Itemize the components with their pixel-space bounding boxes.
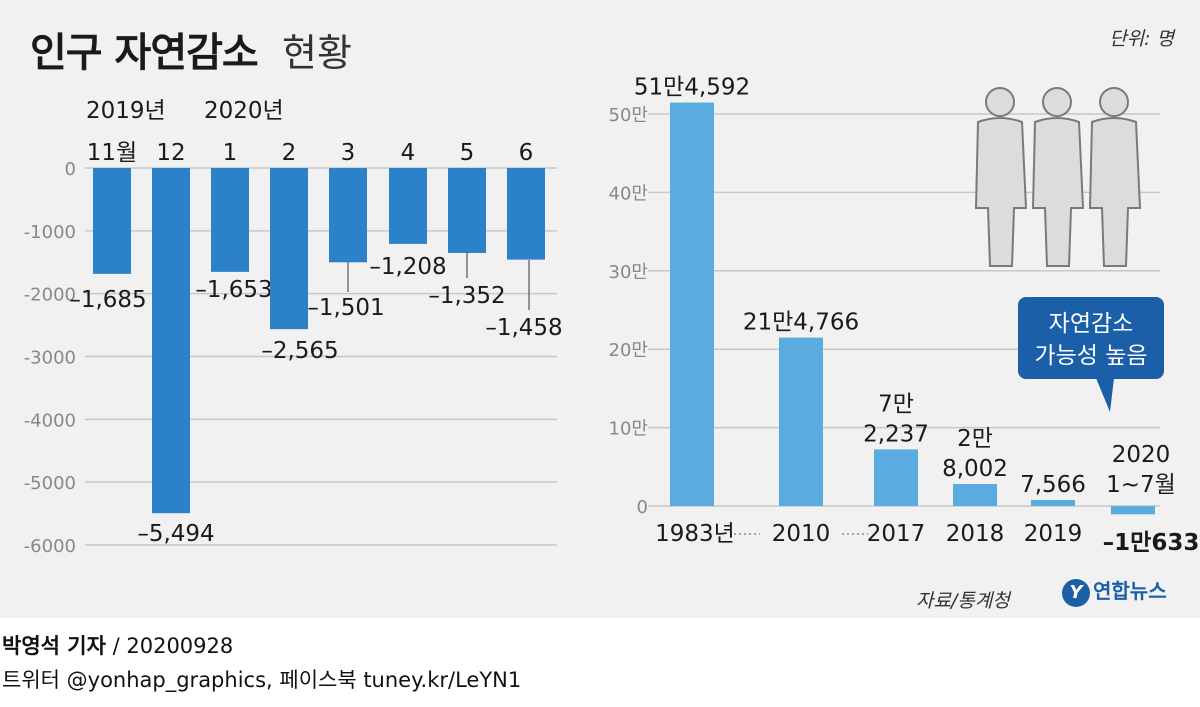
y-tick-label: -5000: [24, 473, 76, 494]
value-label: –1,653: [195, 277, 272, 303]
value-label: –1,352: [428, 283, 505, 309]
bar: [93, 168, 131, 274]
bar: [389, 168, 427, 244]
year-label: 2019년: [86, 98, 166, 124]
person-icon: [1088, 87, 1142, 267]
year-label: 2020년: [204, 98, 284, 124]
x-tick-label: 2018: [946, 521, 1005, 547]
value-label: 2만: [957, 426, 993, 452]
publish-date: 20200928: [126, 634, 234, 658]
bar: [211, 168, 249, 272]
person-icon: [1031, 87, 1085, 267]
bar: [670, 102, 714, 506]
value-label: 51만4,592: [634, 75, 750, 101]
y-tick-label: 0: [65, 159, 76, 180]
x-tick-label: 2017: [867, 521, 926, 547]
value-label: 21만4,766: [743, 310, 859, 336]
page-subtitle: 현황: [282, 31, 352, 75]
y-tick-label: -2000: [24, 285, 76, 306]
value-label: 7만: [878, 391, 914, 417]
yonhap-logo: Y 연합뉴스: [1062, 575, 1167, 607]
bar: [874, 449, 918, 506]
value-label: –5,494: [137, 521, 214, 547]
value-label: 2,237: [863, 421, 929, 447]
bar: [953, 484, 997, 506]
right-chart: 0 10만 20만 30만 40만 50만 51만4,592 1983년 21만4,766 201…: [609, 75, 1200, 556]
value-label: –1,685: [69, 287, 146, 313]
y-tick-label: 0: [637, 497, 648, 518]
bar: [1111, 506, 1155, 515]
callout-bubble: 자연감소 가능성 높음: [1018, 297, 1164, 412]
x-tick-label: 1983년: [655, 521, 735, 547]
y-tick-label: 10만: [609, 419, 648, 440]
bar: [448, 168, 486, 253]
x-tick-label: 6: [519, 140, 534, 166]
byline: 박영석 기자 / 20200928: [2, 630, 233, 660]
value-label: –1,458: [485, 315, 562, 341]
x-tick-label: 12: [156, 140, 185, 166]
x-tick-label: 2020: [1112, 442, 1171, 468]
unit-label: 단위: 명: [1109, 28, 1174, 50]
y-tick-label: 40만: [609, 183, 648, 204]
source-label: 자료/통계청: [916, 590, 1010, 612]
x-tick-label: 5: [460, 140, 475, 166]
people-illustration: [974, 87, 1142, 267]
value-label: 7,566: [1020, 472, 1086, 498]
byline-separator: /: [105, 634, 127, 658]
reporter-name: 박영석 기자: [2, 634, 106, 658]
y-tick-label: 30만: [609, 262, 648, 283]
bar: [1031, 500, 1075, 506]
person-icon: [974, 87, 1028, 267]
y-tick-label: 20만: [609, 340, 648, 361]
x-tick-label: 2: [282, 140, 297, 166]
bar: [270, 168, 308, 330]
bar: [329, 168, 367, 263]
y-tick-label: -3000: [24, 348, 76, 369]
value-label: –2,565: [261, 338, 338, 364]
x-tick-label: 11월: [87, 140, 137, 166]
callout-line1: 자연감소: [1049, 311, 1134, 337]
left-chart: 0 -1000 -2000 -3000 -4000 -5000 -6000 –1,685 11월…: [24, 98, 563, 557]
yonhap-logo-text: 연합뉴스: [1093, 579, 1167, 603]
x-tick-label: 2019: [1024, 521, 1083, 547]
social-links: 트위터 @yonhap_graphics, 페이스북 tuney.kr/LeYN…: [2, 668, 522, 692]
bar: [779, 337, 823, 506]
value-label: –1만633: [1103, 530, 1200, 556]
bar: [507, 168, 545, 260]
y-tick-label: -1000: [24, 222, 76, 243]
y-tick-label: -4000: [24, 410, 76, 431]
x-tick-label: 3: [341, 140, 356, 166]
bar: [152, 168, 190, 514]
callout-line2: 가능성 높음: [1034, 343, 1147, 369]
value-label: 8,002: [942, 456, 1008, 482]
x-tick-label: 1~7월: [1106, 472, 1176, 498]
value-label: –1,208: [369, 254, 446, 280]
x-tick-label: 1: [223, 140, 238, 166]
y-tick-label: -6000: [24, 536, 76, 557]
yonhap-logo-icon: Y: [1062, 579, 1090, 607]
value-label: –1,501: [307, 295, 384, 321]
x-tick-label: 4: [401, 140, 416, 166]
y-tick-label: 50만: [609, 105, 648, 126]
x-tick-label: 2010: [772, 521, 831, 547]
page-title: 인구 자연감소: [30, 30, 259, 76]
chart-svg: 0 -1000 -2000 -3000 -4000 -5000 -6000 –1,685 11월…: [24, 75, 1200, 557]
